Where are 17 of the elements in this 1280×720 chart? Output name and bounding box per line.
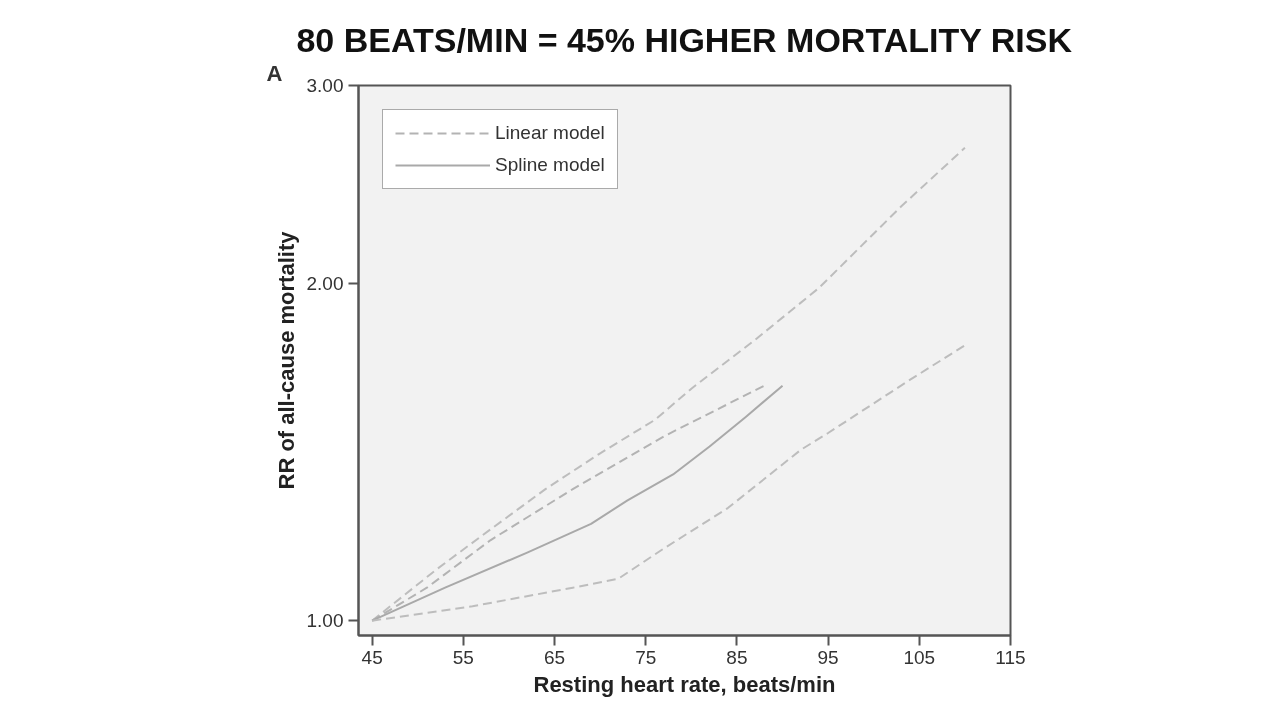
text: A <box>266 60 283 86</box>
x-tick-label: 75 <box>635 646 657 668</box>
x-tick-label: 85 <box>726 646 748 668</box>
x-tick-label: 45 <box>361 646 383 668</box>
legend-label: Spline model <box>495 154 605 176</box>
y-tick-label: 2.00 <box>306 272 344 294</box>
y-tick-label: 1.00 <box>306 610 344 632</box>
x-axis-title: Resting heart rate, beats/min <box>533 671 836 697</box>
x-tick-label: 65 <box>543 646 566 668</box>
legend-label: Linear model <box>495 122 605 144</box>
x-tick-label: 55 <box>452 646 474 668</box>
x-tick-label: 95 <box>817 646 839 668</box>
x-tick-label: 115 <box>995 646 1026 668</box>
chart-title: 80 BEATS/MIN = 45% HIGHER MORTALITY RISK <box>296 20 1073 59</box>
y-tick-label: 3.00 <box>306 75 344 96</box>
x-tick-label: 105 <box>903 646 936 668</box>
y-axis-title: RR of all-cause mortality <box>273 230 299 490</box>
